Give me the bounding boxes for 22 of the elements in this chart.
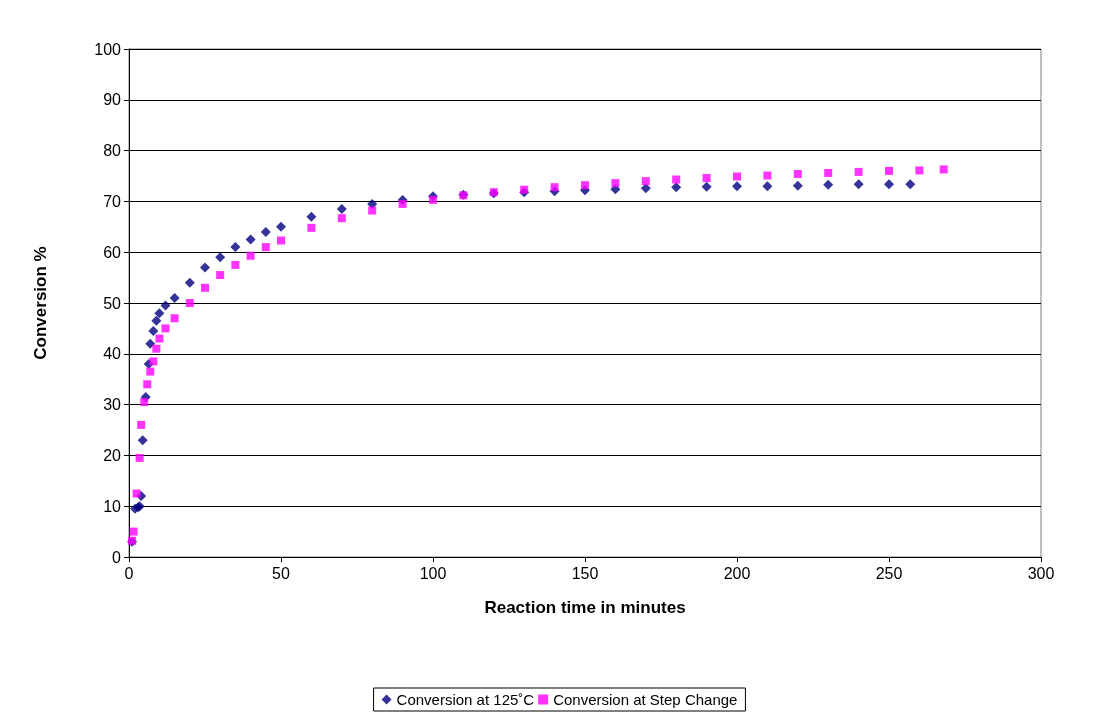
x-tick-label: 50 — [272, 564, 290, 582]
y-tick-label: 0 — [112, 548, 122, 566]
legend-label: Conversion at Step Change — [553, 691, 738, 708]
x-tick-label: 250 — [875, 564, 903, 582]
x-tick-label: 100 — [419, 564, 447, 582]
y-axis-title: Conversion % — [31, 246, 50, 360]
x-axis-title: Reaction time in minutes — [484, 598, 686, 617]
legend-label: Conversion at 125˚C — [396, 691, 535, 708]
y-tick-label: 50 — [103, 294, 122, 312]
x-tick-label: 150 — [571, 564, 599, 582]
y-tick-label: 20 — [103, 446, 122, 464]
y-tick-label: 10 — [103, 497, 122, 515]
x-tick-label: 0 — [124, 564, 134, 582]
y-tick-label: 40 — [103, 345, 122, 363]
y-tick-label: 30 — [103, 396, 122, 414]
y-tick-label: 80 — [103, 142, 122, 160]
x-tick-label: 300 — [1027, 564, 1055, 582]
y-tick-label: 100 — [94, 40, 122, 58]
y-tick-label: 60 — [103, 243, 122, 261]
y-tick-label: 70 — [103, 192, 122, 210]
x-tick-label: 200 — [723, 564, 751, 582]
y-tick-label: 90 — [103, 91, 122, 109]
